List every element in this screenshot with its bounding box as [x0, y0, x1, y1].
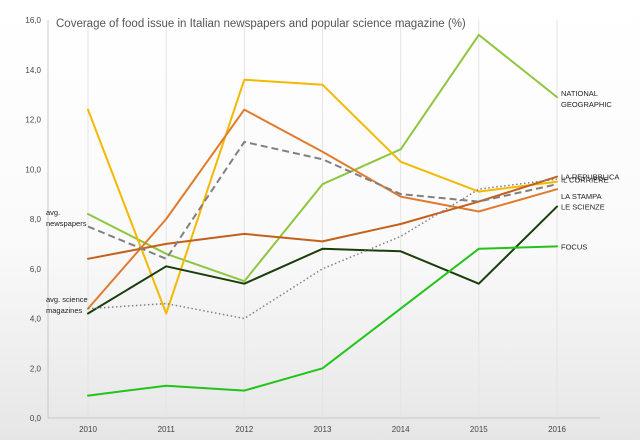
- y-tick-label: 16,0: [25, 16, 41, 25]
- series-label-line: magazines: [46, 306, 83, 315]
- x-tick-label: 2016: [548, 425, 566, 434]
- series-label-le-scienze: LE SCIENZE: [561, 203, 605, 212]
- series-label-line: LA STAMPA: [561, 192, 602, 201]
- series-layer: [87, 33, 558, 397]
- x-tick-label: 2013: [314, 425, 332, 434]
- series-line-il-corriere: [87, 78, 558, 315]
- x-tick-label: 2014: [392, 425, 410, 434]
- y-tick-label: 10,0: [25, 165, 41, 174]
- x-tick-label: 2012: [235, 425, 253, 434]
- series-label-line: LA REPUBBLICA: [561, 173, 619, 182]
- y-tick-label: 8,0: [30, 215, 42, 224]
- x-tick-label: 2010: [79, 425, 97, 434]
- series-label-la-stampa: LA STAMPA: [561, 192, 602, 201]
- y-tick-label: 6,0: [30, 265, 42, 274]
- series-label-avg-newspapers: avg. newspapers: [46, 208, 87, 228]
- series-label-line: avg.: [46, 208, 60, 217]
- y-tick-label: 4,0: [30, 315, 42, 324]
- series-line-la-repubblica: [87, 175, 558, 260]
- y-tick-label: 0,0: [30, 414, 42, 423]
- label-layer: NATIONAL GEOGRAPHIC IL CORRIERE LA STAMPA LA…: [46, 89, 619, 315]
- series-line-la-stampa: [87, 108, 558, 310]
- y-tick-label: 14,0: [25, 66, 41, 75]
- y-tick-label: 12,0: [25, 116, 41, 125]
- x-tick-label: 2011: [158, 425, 176, 434]
- series-label-la-repubblica: LA REPUBBLICA: [561, 173, 619, 182]
- series-label-line: newspapers: [46, 219, 87, 228]
- series-line-national-geographic: [87, 33, 558, 283]
- series-label-line: FOCUS: [561, 242, 587, 251]
- grid-layer: 2010 2011 2012 2013 2014 2015 2016 0,0 2,0 4,0 6,0…: [25, 16, 600, 434]
- series-label-line: GEOGRAPHIC: [561, 100, 612, 109]
- series-label-line: IL CORRIERE: [561, 176, 609, 185]
- series-line-focus: [87, 245, 558, 397]
- y-tick-label: 2,0: [30, 364, 42, 373]
- chart-title: Coverage of food issue in Italian newspa…: [56, 18, 466, 30]
- series-label-national-geographic: NATIONAL GEOGRAPHIC: [561, 89, 612, 109]
- series-label-line: NATIONAL: [561, 89, 598, 98]
- series-label-avg-science-magazines: avg. science magazines: [46, 295, 88, 315]
- series-label-il-corriere: IL CORRIERE: [561, 176, 609, 185]
- series-label-line: avg. science: [46, 295, 88, 304]
- series-label-focus: FOCUS: [561, 242, 587, 251]
- series-line-le-scienze: [87, 205, 558, 315]
- x-tick-label: 2015: [470, 425, 488, 434]
- series-label-line: LE SCIENZE: [561, 203, 605, 212]
